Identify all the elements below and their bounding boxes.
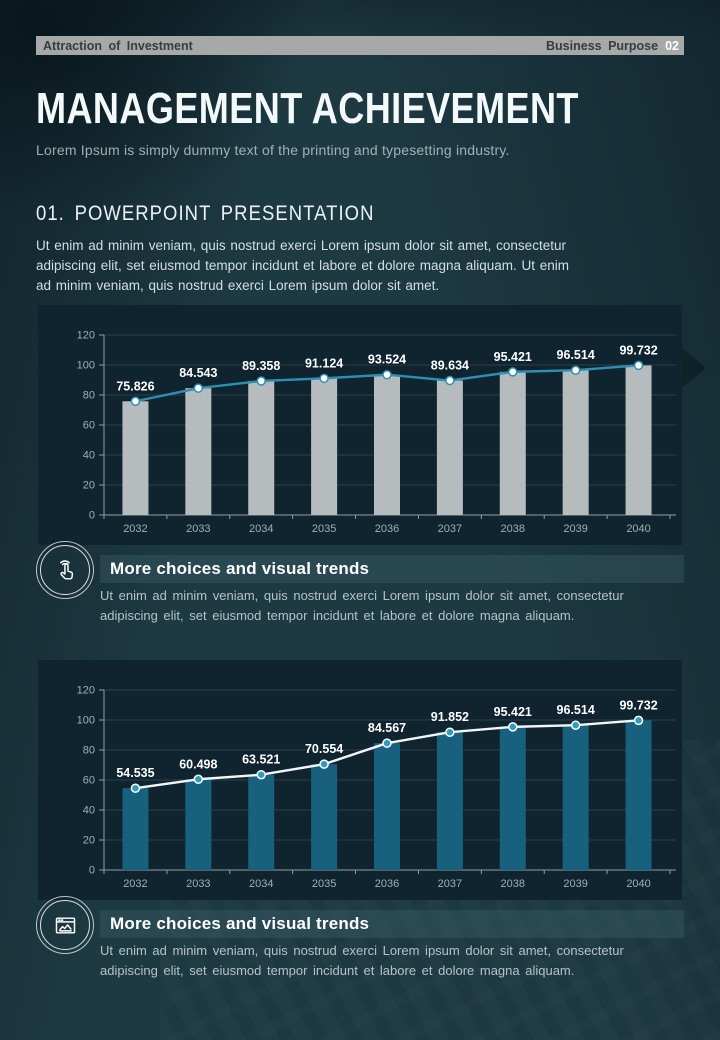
feature-1-body: Ut enim ad minim veniam, quis nostrud ex…	[100, 588, 624, 623]
svg-text:2036: 2036	[375, 878, 399, 890]
feature-2-title-bar: More choices and visual trends	[100, 910, 684, 938]
svg-text:2034: 2034	[249, 878, 273, 890]
feature-1-title: More choices and visual trends	[110, 559, 370, 578]
svg-text:0: 0	[89, 865, 95, 877]
svg-text:100: 100	[77, 715, 95, 727]
svg-text:40: 40	[83, 805, 95, 817]
chart-panel-2: 0 20 40 60 80 100 120 54.535 2032 60.498 2033 63.52…	[38, 660, 682, 900]
svg-text:2040: 2040	[626, 523, 650, 535]
svg-text:2039: 2039	[563, 523, 587, 535]
svg-text:54.535: 54.535	[116, 766, 154, 780]
svg-text:2039: 2039	[563, 878, 587, 890]
svg-text:99.732: 99.732	[619, 698, 657, 712]
chart-panel-1: 0 20 40 60 80 100 120 75.826 2032 84.543 2033 89.35…	[38, 305, 682, 545]
page-number: 02	[665, 38, 679, 53]
header-right-label: Business Purpose	[546, 38, 659, 53]
svg-text:91.852: 91.852	[431, 710, 469, 724]
feature-1-icon-circle	[36, 541, 94, 599]
svg-text:80: 80	[83, 390, 95, 402]
svg-text:60.498: 60.498	[179, 757, 217, 771]
feature-2-body: Ut enim ad minim veniam, quis nostrud ex…	[100, 943, 624, 978]
bar-line-chart-1: 02040608010012075.826203284.543203389.35…	[77, 330, 676, 535]
feature-2-title: More choices and visual trends	[110, 914, 370, 933]
svg-text:95.421: 95.421	[494, 350, 532, 364]
svg-text:60: 60	[83, 420, 95, 432]
svg-text:20: 20	[83, 835, 95, 847]
svg-text:60: 60	[83, 775, 95, 787]
browser-chart-icon	[55, 916, 75, 934]
bar-line-chart-2: 02040608010012054.535203260.498203363.52…	[77, 685, 676, 890]
svg-text:99.732: 99.732	[619, 343, 657, 357]
svg-text:2033: 2033	[186, 523, 210, 535]
svg-text:120: 120	[77, 685, 95, 697]
svg-text:84.567: 84.567	[368, 721, 406, 735]
svg-text:89.634: 89.634	[431, 359, 469, 373]
page-title: MANAGEMENT ACHIEVEMENT	[36, 84, 579, 133]
svg-text:63.521: 63.521	[242, 753, 280, 767]
svg-text:2038: 2038	[501, 523, 525, 535]
svg-text:2032: 2032	[123, 523, 147, 535]
svg-text:2032: 2032	[123, 878, 147, 890]
svg-text:2036: 2036	[375, 523, 399, 535]
svg-text:89.358: 89.358	[242, 359, 280, 373]
svg-text:2040: 2040	[626, 878, 650, 890]
svg-text:2035: 2035	[312, 878, 336, 890]
svg-text:0: 0	[89, 510, 95, 522]
svg-text:96.514: 96.514	[557, 348, 595, 362]
svg-text:2038: 2038	[501, 878, 525, 890]
svg-text:91.124: 91.124	[305, 356, 343, 370]
svg-text:2037: 2037	[438, 523, 462, 535]
svg-text:2037: 2037	[438, 878, 462, 890]
header-left-label: Attraction of Investment	[43, 38, 193, 53]
svg-text:40: 40	[83, 450, 95, 462]
section-body-text: Ut enim ad minim veniam, quis nostrud ex…	[36, 238, 570, 293]
feature-2-icon-circle	[36, 896, 94, 954]
svg-text:95.421: 95.421	[494, 705, 532, 719]
svg-text:100: 100	[77, 360, 95, 372]
svg-text:96.514: 96.514	[557, 703, 595, 717]
svg-text:20: 20	[83, 480, 95, 492]
feature-1-title-bar: More choices and visual trends	[100, 555, 684, 583]
svg-text:70.554: 70.554	[305, 742, 343, 756]
svg-text:93.524: 93.524	[368, 353, 406, 367]
section-heading: 01. POWERPOINT PRESENTATION	[36, 202, 375, 225]
page-subtitle: Lorem Ipsum is simply dummy text of the …	[36, 142, 510, 158]
svg-text:84.543: 84.543	[179, 366, 217, 380]
tap-gesture-icon	[59, 559, 73, 580]
svg-text:120: 120	[77, 330, 95, 342]
svg-text:75.826: 75.826	[116, 379, 154, 393]
svg-text:2033: 2033	[186, 878, 210, 890]
svg-text:2034: 2034	[249, 523, 273, 535]
header-bar: Attraction of Investment Business Purpos…	[36, 36, 684, 55]
svg-text:2035: 2035	[312, 523, 336, 535]
svg-text:80: 80	[83, 745, 95, 757]
